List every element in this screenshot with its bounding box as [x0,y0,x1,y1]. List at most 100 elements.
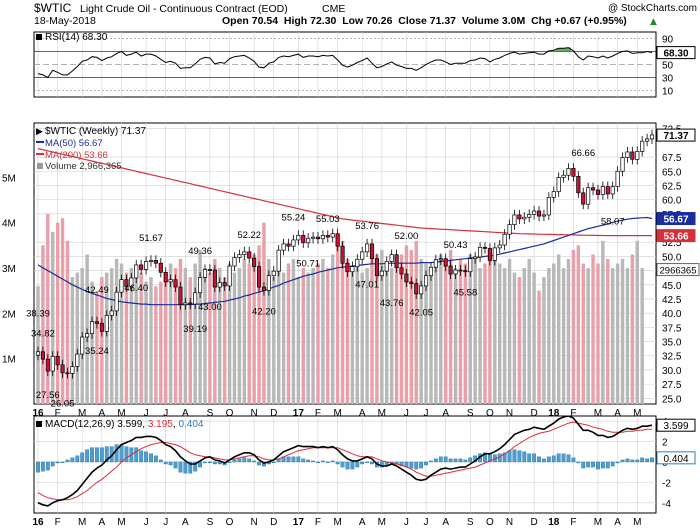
macd-histogram-bar [350,461,355,470]
chart-instrument-name: Light Crude Oil - Continuous Contract (E… [80,3,288,15]
ma50-legend: MA(50) 56.67 [45,138,103,149]
volume-tick-label: 2M [2,309,16,320]
macd-value-label: 3.599 [663,421,688,432]
macd-histogram-bar [188,461,193,474]
x-axis-label-lower: D [270,517,277,528]
volume-bar [262,222,266,404]
macd-histogram-bar [345,461,350,470]
ma200-line [37,147,652,237]
ma200-legend: MA(200) 53.66 [45,150,108,161]
macd-histogram-bar [311,460,315,463]
price-annotation: 58.07 [601,217,625,228]
volume-bar [576,245,581,404]
volume-bar [365,268,369,404]
volume-bar [537,290,541,404]
volume-bar [458,258,463,404]
x-axis-label-upper: D [530,408,537,419]
candle-body [433,259,438,268]
rsi-plot [37,47,653,79]
volume-bar [326,268,330,404]
volume-legend-swatch [37,163,43,169]
candle-body [507,224,512,235]
macd-histogram-bar [414,461,419,470]
macd-histogram-bar [596,461,600,470]
candle-body [222,282,227,287]
volume-bar [547,268,551,404]
candle-body [473,256,478,260]
macd-legend-signal: 3.195 [148,419,173,430]
candle-body [625,151,630,158]
volume-bar [512,272,517,404]
candle-body [649,134,655,140]
x-axis-label-upper: N [506,408,513,419]
rsi-tick-label: 90 [662,35,674,46]
candle-body [311,236,316,239]
x-axis-label-upper: O [486,408,494,419]
macd-histogram-bar [650,457,654,463]
volume-legend: Volume 2,966,365 [45,161,122,172]
candle-body [458,269,463,272]
macd-histogram-bar [610,461,615,467]
ma200-value-label: 53.66 [663,232,688,243]
candle-body [615,170,620,187]
candle-body [320,235,325,240]
x-axis-label-lower: S [207,517,214,528]
volume-bar [281,272,286,404]
macd-histogram-bar [178,461,183,473]
ohlc-summary: Open 70.54 High 72.30 Low 70.26 Close 71… [222,15,627,27]
macd-histogram-bar [330,460,335,463]
price-tick-label: 45.0 [662,281,682,292]
macd-histogram-bar [532,453,537,463]
candle-body [487,248,492,261]
price-tick-label: 65.0 [662,167,682,178]
x-axis-label-upper: M [594,408,602,419]
price-annotation: 42.05 [409,308,433,319]
candle-body [635,151,640,160]
macd-histogram-bar [576,461,581,464]
rsi-value-tag [656,46,696,60]
price-tick-label: 52.5 [662,238,682,249]
candle-body [340,245,345,264]
volume-bar [620,258,625,404]
volume-bar [41,245,45,404]
volume-bar [129,268,134,404]
volume-bar [615,263,620,404]
macd-histogram-bar [217,461,222,465]
price-annotation: 53.76 [355,221,379,232]
price-annotation: 42.20 [252,307,276,318]
candle-body [139,264,144,270]
macd-histogram-bar [468,457,473,463]
candle-body [404,273,409,283]
volume-bar [203,268,207,404]
volume-bar [109,268,114,404]
volume-bar [272,277,276,404]
macd-histogram-bar [65,459,70,463]
candle-body [369,243,375,260]
volume-bar [222,277,227,404]
macd-hist-tag [656,451,696,465]
candle-body [438,258,443,261]
volume-bar [380,249,384,404]
volume-bar [424,263,428,404]
volume-bar [552,263,556,404]
macd-histogram-bar [262,461,266,467]
x-axis-label-lower: D [530,517,537,528]
candle-body [571,168,576,177]
macd-histogram-bar [45,461,50,471]
candle-body [45,358,50,372]
price-annotation: 55.03 [316,214,340,225]
x-axis-label-lower: A [359,517,366,528]
macd-histogram-bar [443,456,448,463]
candle-body [512,214,517,225]
candle-body [202,269,208,278]
volume-bar [493,254,497,404]
x-axis-label-lower: M [633,517,641,528]
candle-body [109,310,114,316]
candle-body [541,214,547,217]
volume-bar [532,272,536,404]
axis-labels: 1616FFMMAAMMJJJJAASSOONNDD1717FFMMAAMMJJ… [2,35,700,528]
candle-body [419,285,424,295]
x-axis-label-upper: A [442,408,449,419]
x-axis-label-lower: F [315,517,321,528]
macd-histogram-bar [542,458,546,463]
